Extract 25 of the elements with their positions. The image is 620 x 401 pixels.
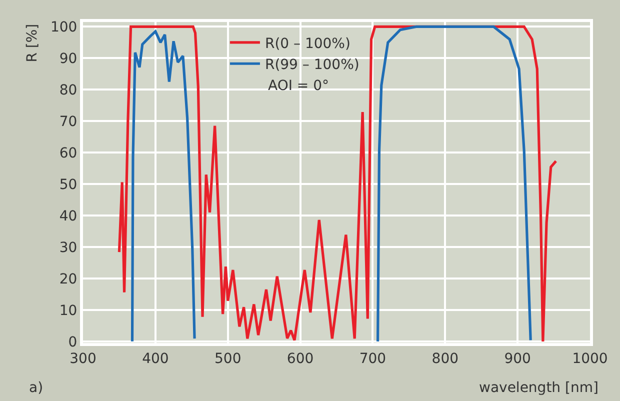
y-tick-label: 30 <box>59 240 78 256</box>
y-tick-label: 80 <box>59 82 78 99</box>
y-tick-label: 60 <box>59 146 78 162</box>
text: a) <box>29 380 44 396</box>
y-tick-label: 90 <box>59 51 78 68</box>
y-tick-label: 50 <box>59 176 78 193</box>
y-tick-label: 40 <box>59 208 78 224</box>
x-tick-label: 1000 <box>572 350 608 367</box>
y-tick-label: 100 <box>50 20 78 36</box>
x-tick-label: 600 <box>286 350 314 367</box>
x-tick-label: 900 <box>504 350 531 367</box>
y-tick-label: 20 <box>59 271 78 288</box>
x-tick-label: 300 <box>70 350 96 367</box>
x-tick-label: 400 <box>142 350 169 367</box>
y-axis-title: R [%] <box>24 24 40 62</box>
annotation: AOI = 0° <box>268 78 330 94</box>
legend-label: R(99 – 100%) <box>264 57 360 74</box>
x-tick-label: 800 <box>432 350 459 367</box>
y-tick-label: 0 <box>68 334 78 350</box>
x-axis-title: wavelength [nm] <box>479 380 598 396</box>
x-tick-label: 700 <box>359 350 386 367</box>
legend-label: R(0 – 100%) <box>264 36 350 52</box>
y-tick-label: 70 <box>59 114 78 130</box>
x-tick-label: 500 <box>214 350 242 367</box>
y-tick-label: 10 <box>59 302 78 319</box>
